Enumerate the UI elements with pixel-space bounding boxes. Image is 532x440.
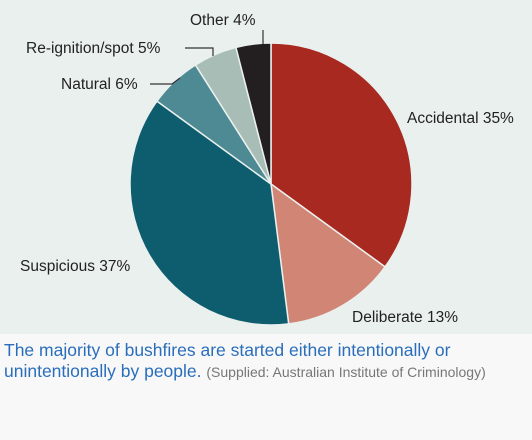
slice-label: Natural 6%: [61, 76, 138, 93]
slice-label: Other 4%: [190, 12, 256, 29]
pie-slice: [129, 100, 290, 326]
slice-label: Accidental 35%: [407, 110, 514, 127]
caption: The majority of bushfires are started ei…: [4, 340, 524, 383]
slice-label: Re-ignition/spot 5%: [26, 40, 161, 57]
caption-source: (Supplied: Australian Institute of Crimi…: [206, 364, 486, 380]
slice-label: Deliberate 13%: [352, 309, 458, 326]
pie-slice: [270, 182, 387, 325]
slice-label: Suspicious 37%: [20, 258, 131, 275]
leader-line: [150, 77, 181, 85]
pie-slice: [235, 42, 272, 185]
caption-text: The majority of bushfires are started ei…: [4, 340, 451, 381]
pie-chart: Accidental 35% Deliberate 13% Suspicious 3…: [20, 12, 514, 326]
leader-line: [185, 47, 214, 56]
pie-slice: [270, 42, 413, 268]
